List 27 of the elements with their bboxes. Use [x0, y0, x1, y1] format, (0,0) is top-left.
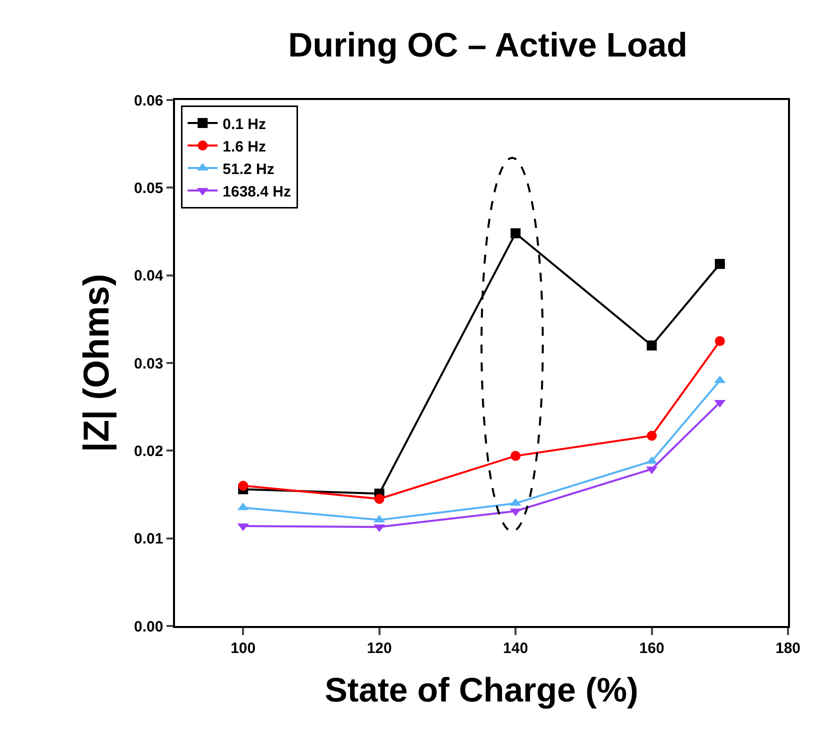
- legend-label: 51.2 Hz: [222, 160, 274, 178]
- x-tick-label: 120: [366, 640, 392, 657]
- x-tick-label: 140: [503, 640, 528, 657]
- point: [714, 336, 725, 346]
- point: [510, 450, 521, 461]
- x-tick-label: 180: [775, 640, 801, 657]
- legend-label: 1.6 Hz: [222, 138, 266, 156]
- legend-label: 0.1 Hz: [222, 116, 266, 133]
- point: [510, 228, 521, 238]
- y-tick-label: 0.05: [134, 180, 164, 197]
- point: [714, 258, 725, 269]
- x-tick-label: 160: [639, 640, 664, 657]
- y-tick-label: 0.03: [134, 355, 164, 372]
- y-tick-label: 0.01: [134, 530, 164, 548]
- point: [646, 340, 657, 350]
- point: [646, 430, 657, 441]
- y-tick-label: 0.02: [134, 442, 164, 460]
- y-tick-label: 0.00: [134, 618, 164, 636]
- legend-label: 1638.4 Hz: [222, 183, 292, 200]
- y-tick-label: 0.06: [134, 92, 164, 110]
- y-axis-title: |Z| (Ohms): [75, 274, 116, 452]
- x-axis-title: State of Charge (%): [324, 672, 638, 710]
- chart-title: During OC – Active Load: [288, 26, 688, 65]
- x-tick-label: 100: [230, 640, 256, 657]
- point: [238, 480, 248, 491]
- y-tick-label: 0.04: [134, 268, 164, 285]
- point: [374, 494, 384, 504]
